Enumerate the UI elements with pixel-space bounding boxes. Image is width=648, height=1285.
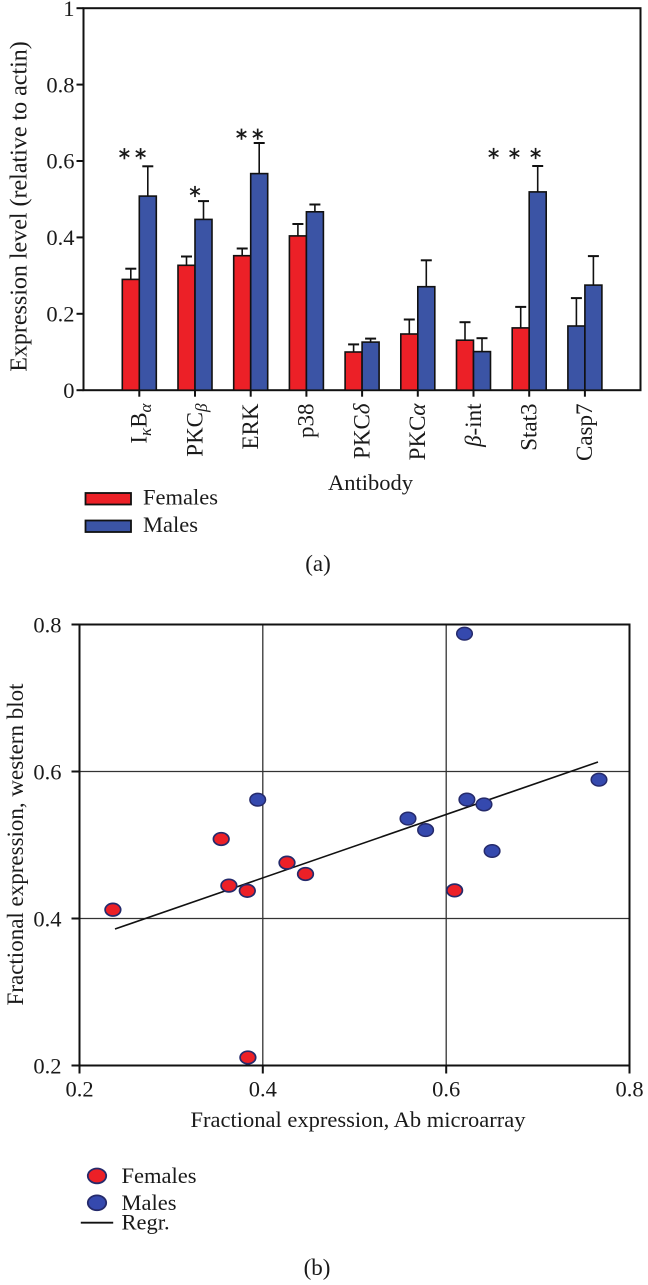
svg-text:0.8: 0.8 <box>615 1077 643 1102</box>
svg-text:0.2: 0.2 <box>33 1053 61 1078</box>
svg-text:0.6: 0.6 <box>46 149 74 174</box>
svg-text:p38: p38 <box>294 404 319 439</box>
svg-text:Expression level (relative to: Expression level (relative to actin) <box>7 41 33 372</box>
svg-text:Fractional expression, western: Fractional expression, western blot <box>3 683 28 1006</box>
svg-text:0.2: 0.2 <box>46 302 74 327</box>
svg-text:Males: Males <box>122 1190 177 1215</box>
svg-text:Males: Males <box>143 512 198 537</box>
svg-text:0.8: 0.8 <box>33 612 61 637</box>
svg-text:0.6: 0.6 <box>33 759 61 784</box>
svg-text:PKCα: PKCα <box>405 403 430 461</box>
svg-text:0.4: 0.4 <box>249 1077 277 1102</box>
svg-text:(b): (b) <box>304 1255 331 1280</box>
svg-text:Females: Females <box>122 1163 197 1188</box>
svg-text:Antibody: Antibody <box>328 470 414 495</box>
svg-text:0.4: 0.4 <box>33 906 61 931</box>
svg-text:0.2: 0.2 <box>65 1077 93 1102</box>
svg-text:Fractional expression, Ab micr: Fractional expression, Ab microarray <box>191 1107 527 1132</box>
svg-text:Females: Females <box>143 485 218 510</box>
svg-text:(a): (a) <box>305 551 331 576</box>
svg-text:Stat3: Stat3 <box>517 404 542 451</box>
svg-text:0.8: 0.8 <box>46 72 74 97</box>
svg-text:Regr.: Regr. <box>122 1210 170 1235</box>
svg-text:PKCβ: PKCβ <box>182 403 211 457</box>
svg-text:IκBα: IκBα <box>127 402 156 443</box>
svg-text:Casp7: Casp7 <box>572 404 597 462</box>
svg-text:ERK: ERK <box>238 403 263 449</box>
svg-text:0.6: 0.6 <box>432 1077 460 1102</box>
svg-text:1: 1 <box>63 0 74 21</box>
svg-text:0.4: 0.4 <box>46 225 74 250</box>
svg-text:β-int: β-int <box>461 403 486 448</box>
svg-text:0: 0 <box>63 378 74 403</box>
svg-text:PKCδ: PKCδ <box>349 403 374 459</box>
